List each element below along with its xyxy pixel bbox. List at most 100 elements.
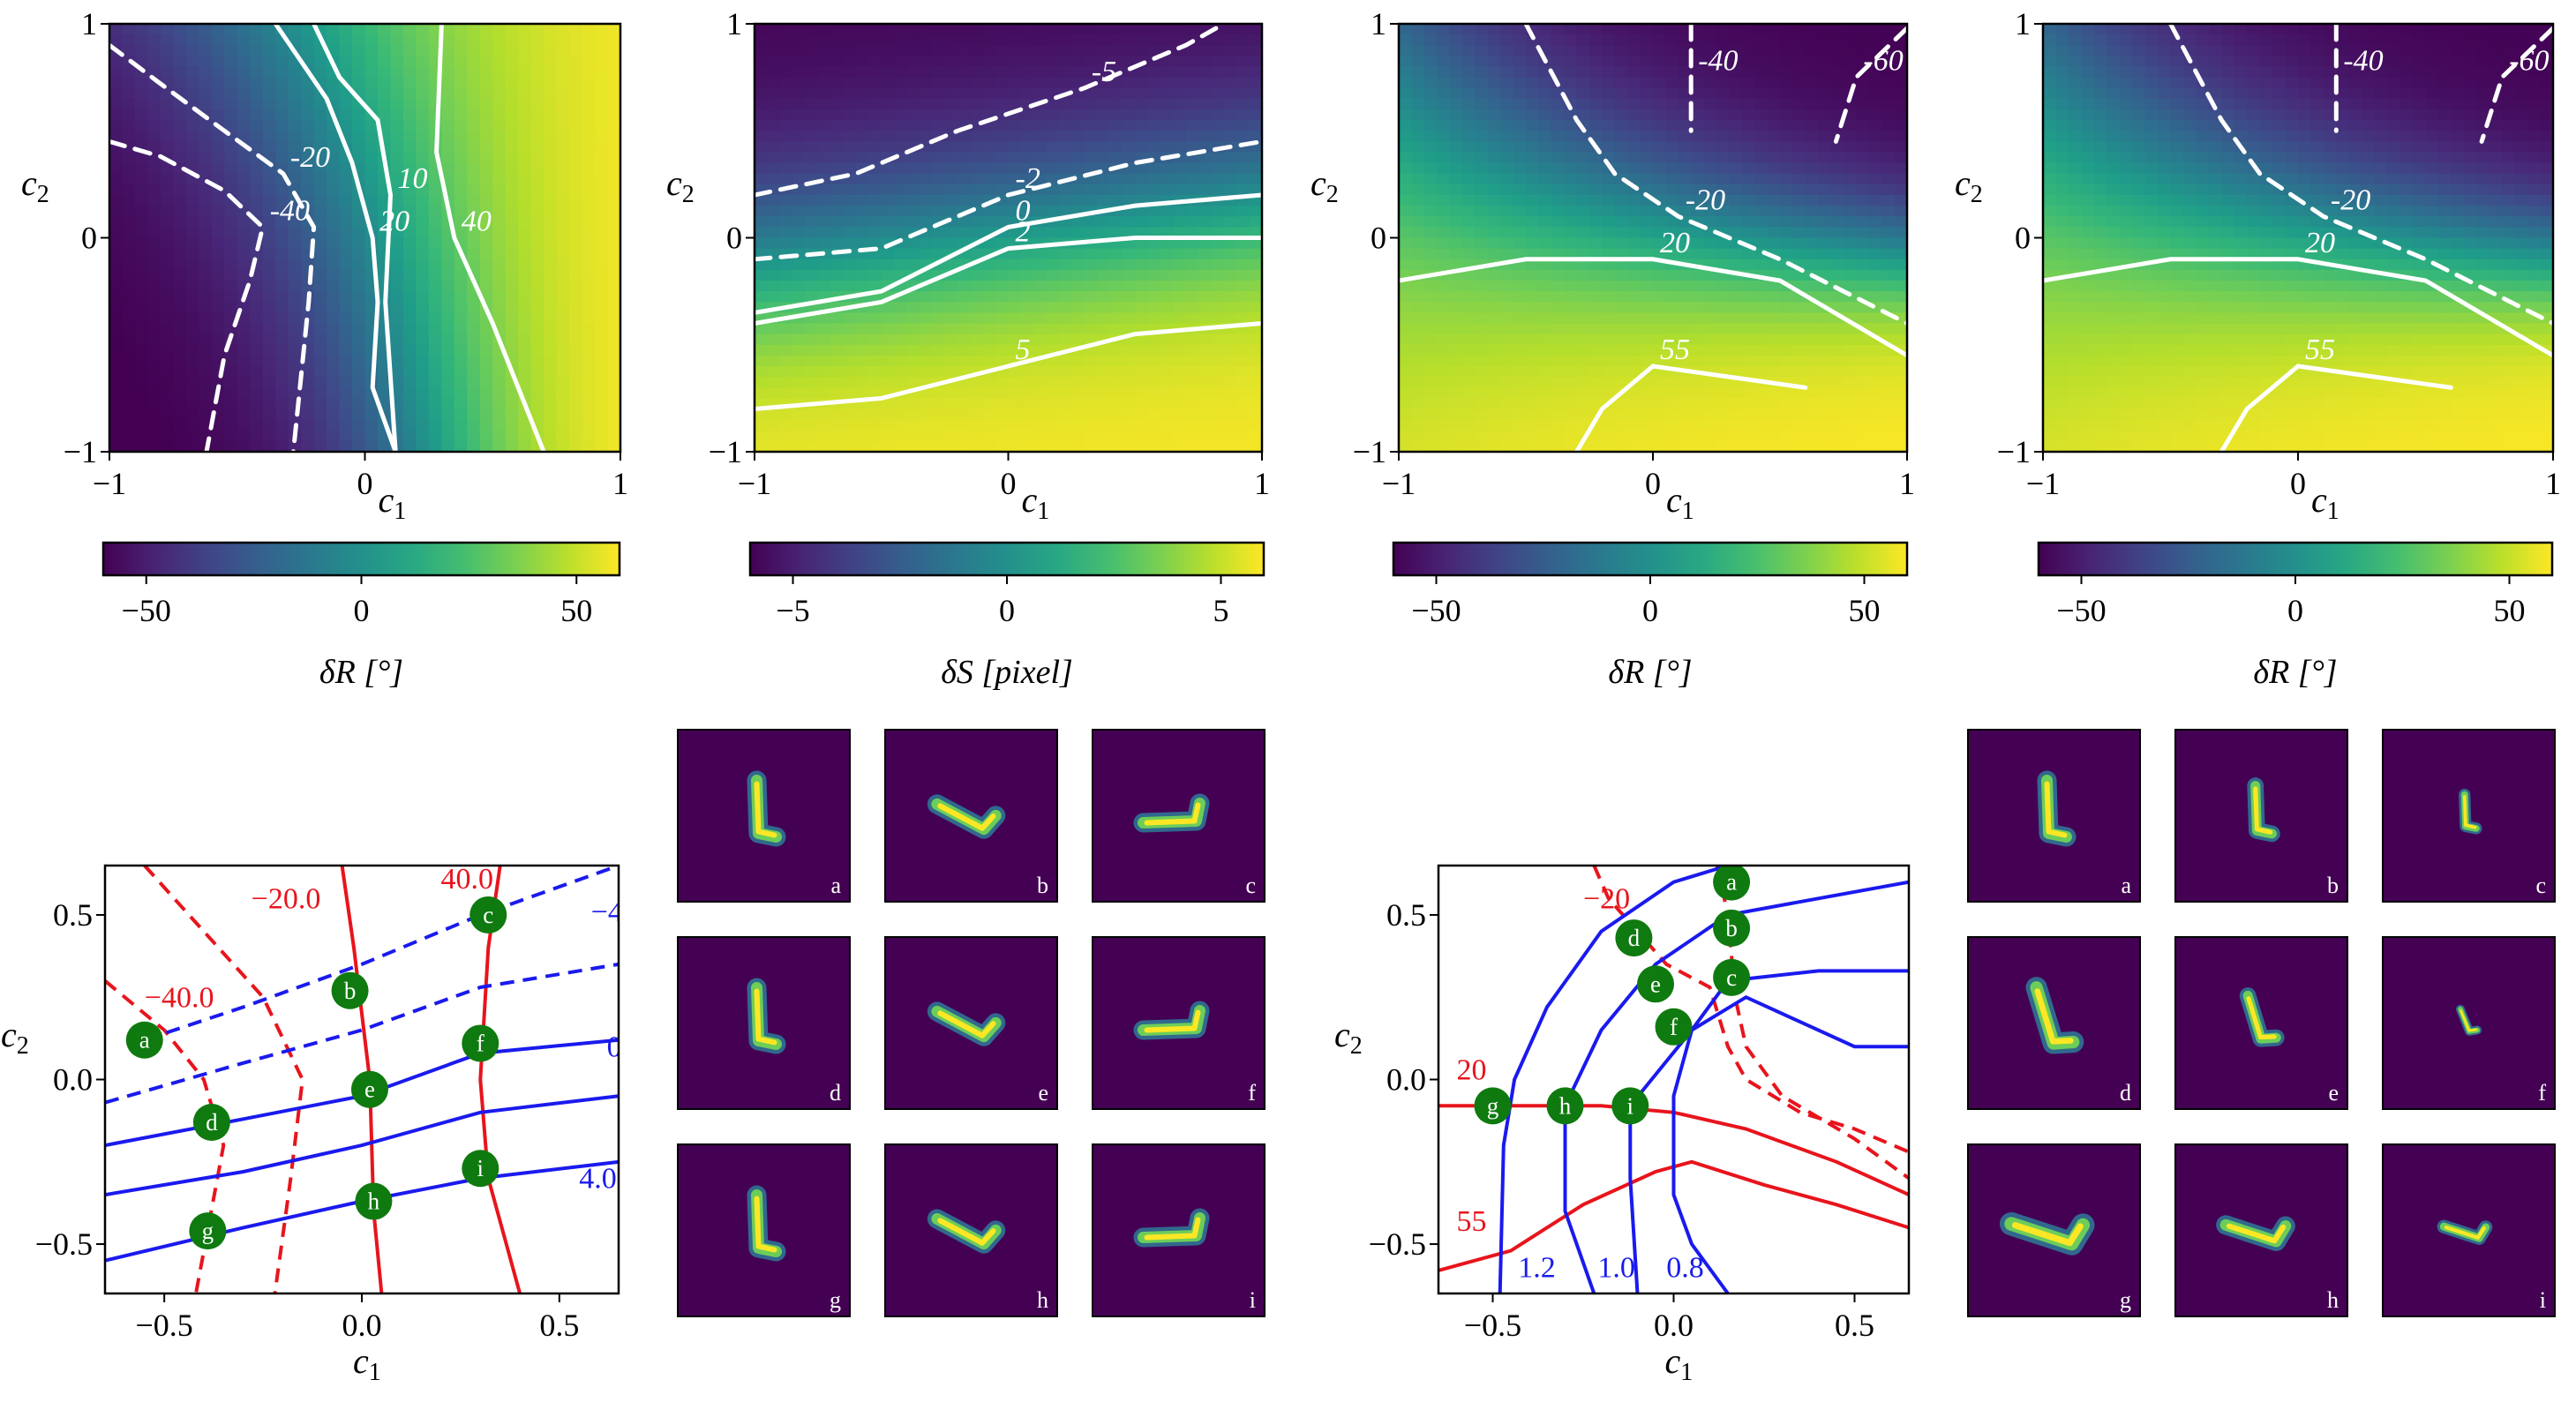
heatmap-cell [1223, 120, 1237, 131]
heatmap-cell [339, 195, 353, 206]
heatmap-cell [1844, 269, 1857, 281]
heatmap-cell [1767, 34, 1781, 46]
heatmap-cell [1665, 173, 1679, 185]
heatmap-cell [1411, 173, 1425, 185]
heatmap-cell [402, 409, 417, 421]
heatmap-cell [147, 398, 161, 410]
heatmap-cell [173, 344, 187, 356]
heatmap-cell [1097, 98, 1111, 110]
heatmap-cell [1173, 77, 1187, 89]
heatmap-cell [805, 430, 819, 442]
heatmap-cell [327, 259, 341, 271]
heatmap-cell [582, 355, 596, 367]
heatmap-cell [185, 355, 199, 367]
heatmap-cell [1805, 259, 1819, 271]
heatmap-cell [1046, 24, 1060, 35]
heatmap-cell [327, 355, 341, 367]
heatmap-cell [185, 77, 199, 89]
heatmap-cell [224, 237, 238, 250]
heatmap-cell [1627, 24, 1641, 35]
heatmap-cell [1487, 162, 1501, 175]
heatmap-cell [1236, 77, 1250, 89]
heatmap-cell [569, 120, 583, 131]
heatmap-cell [1665, 34, 1679, 46]
heatmap-cell [1640, 377, 1654, 388]
heatmap-cell [595, 355, 609, 367]
heatmap-cell [199, 24, 213, 35]
heatmap-cell [1868, 409, 1882, 421]
heatmap-cell [995, 24, 1010, 35]
heatmap-cell [569, 387, 583, 399]
heatmap-cell [970, 24, 984, 35]
colorbar: −5 0 5δS [pixel] [748, 541, 1265, 691]
heatmap-cell [792, 227, 807, 239]
heatmap-cell [1122, 141, 1136, 154]
heatmap-cell [1109, 312, 1123, 325]
heatmap-cell [1046, 195, 1060, 206]
heatmap-cell [817, 344, 831, 356]
heatmap-cell [339, 419, 353, 431]
heatmap-cell [224, 184, 238, 196]
heatmap-cell [1538, 430, 1552, 442]
heatmap-cell [1894, 87, 1907, 100]
heatmap-cell [1423, 66, 1438, 79]
heatmap-cell [1109, 440, 1123, 452]
heatmap-cell [958, 216, 971, 228]
heatmap-cell [1856, 120, 1870, 131]
heatmap-cell [1691, 291, 1705, 303]
heatmap-cell [792, 419, 807, 431]
heatmap-cell [1844, 344, 1857, 356]
heatmap-cell [134, 131, 149, 142]
heatmap-cell [441, 281, 455, 292]
colorbar-label: δR [°] [1608, 654, 1692, 691]
heatmap-cell [1135, 281, 1149, 292]
heatmap-cell [1716, 291, 1730, 303]
heatmap-cell [402, 216, 417, 228]
heatmap-cell [1602, 323, 1616, 335]
heatmap-cell [843, 195, 857, 206]
heatmap-cell [1703, 141, 1717, 154]
heatmap-cell [1614, 66, 1628, 79]
heatmap-cell [1678, 87, 1692, 100]
heatmap-cell [327, 281, 341, 292]
heatmap-cell [958, 141, 971, 154]
heatmap-cell [1020, 56, 1034, 68]
heatmap-cell [211, 24, 225, 35]
heatmap-cell [1437, 281, 1451, 292]
heatmap-cell [830, 237, 845, 250]
heatmap-cell [505, 430, 519, 442]
heatmap-cell [755, 366, 768, 378]
heatmap-cell [1894, 216, 1907, 228]
heatmap-cell [416, 440, 430, 452]
heatmap-cell [1160, 216, 1174, 228]
heatmap-cell [288, 269, 302, 281]
heatmap-cell [982, 66, 996, 79]
heatmap-cell [492, 98, 507, 110]
heatmap-cell [1564, 419, 1578, 431]
heatmap-cell [1678, 409, 1692, 421]
heatmap-cell [402, 56, 417, 68]
heatmap-cell [779, 24, 793, 35]
heatmap-cell [1147, 366, 1161, 378]
heatmap-cell [1614, 312, 1628, 325]
heatmap-cell [518, 259, 532, 271]
heatmap-cell [1665, 120, 1679, 131]
heatmap-cell [1805, 323, 1819, 335]
heatmap-cell [390, 24, 404, 35]
heatmap-cell [1411, 66, 1425, 79]
heatmap-cell [1475, 131, 1489, 142]
heatmap-cell [1551, 419, 1565, 431]
heatmap-cell [1084, 24, 1098, 35]
heatmap-cell [595, 66, 609, 79]
heatmap-cell [1729, 419, 1743, 431]
heatmap-cell [919, 430, 933, 442]
heatmap-cell [1703, 387, 1717, 399]
heatmap-cell [1894, 334, 1907, 346]
heatmap-cell [428, 366, 442, 378]
heatmap-cell [1513, 440, 1527, 452]
heatmap-cell [1614, 109, 1628, 121]
heatmap-cell [428, 216, 442, 228]
heatmap-cell [505, 206, 519, 217]
heatmap-cell [1071, 109, 1085, 121]
heatmap-cell [1223, 109, 1237, 121]
